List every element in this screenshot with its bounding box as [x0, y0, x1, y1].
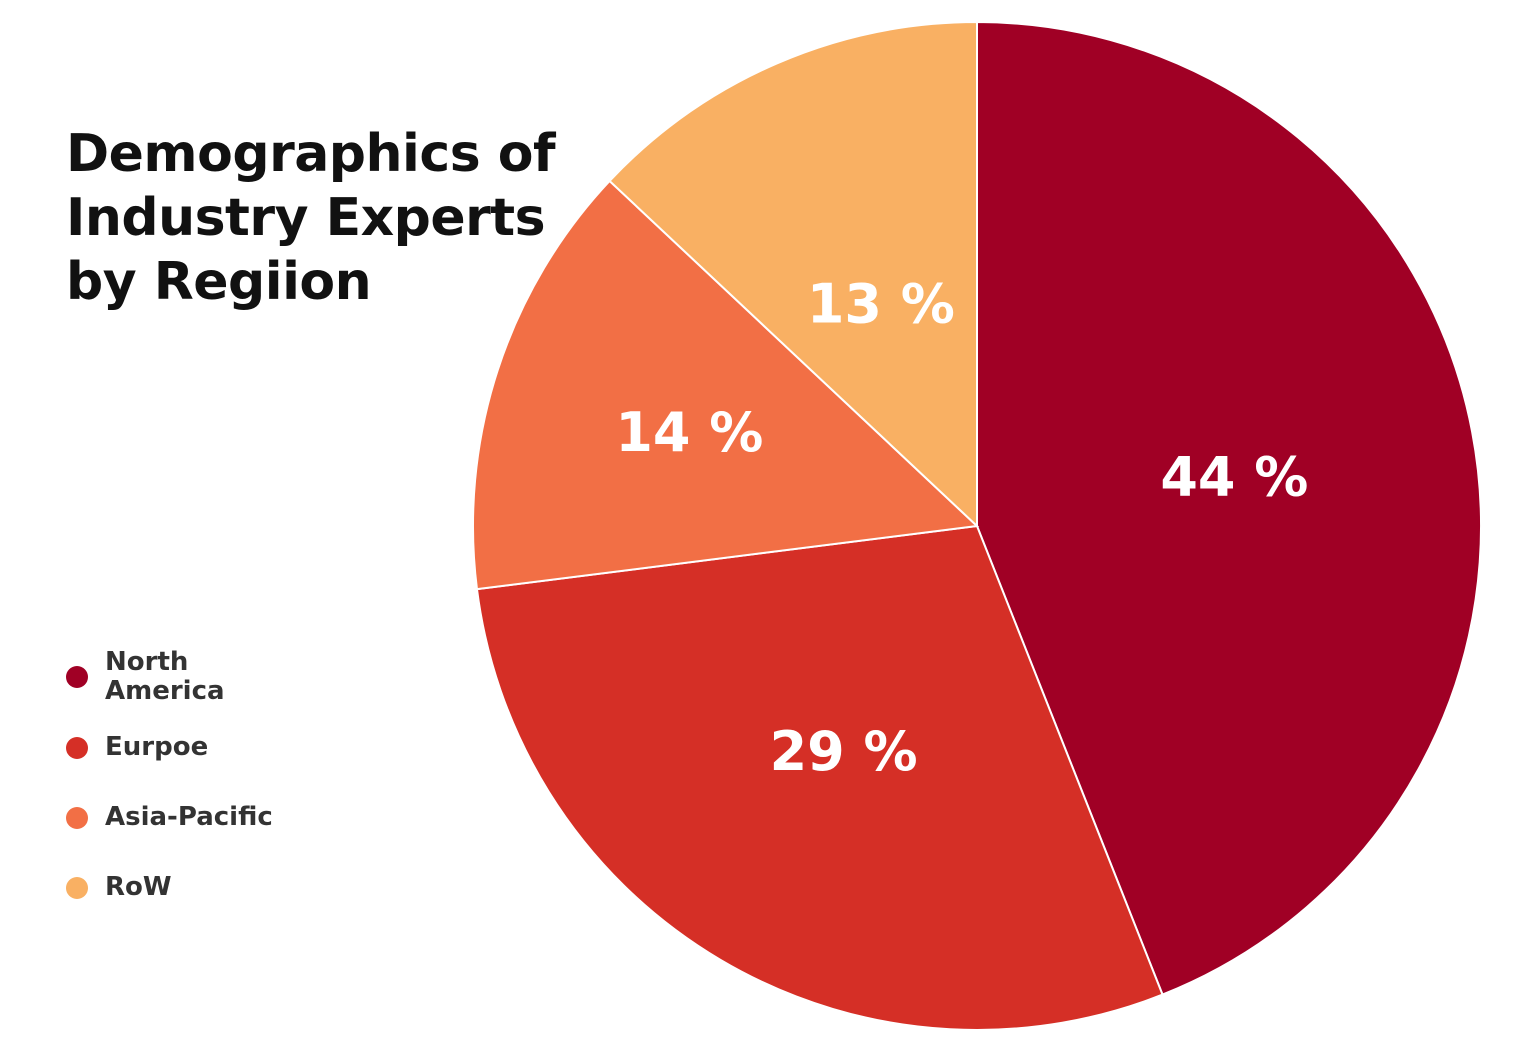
pie-slices: [472, 20, 1482, 1031]
legend-label-row: RoW: [105, 872, 172, 902]
pie-slice-eurpoe: [475, 524, 1164, 1031]
legend-label-europe: Eurpoe: [105, 732, 209, 762]
legend-label-asia-pacific: Asia-Pacific: [105, 802, 273, 832]
legend-dot-north-america: [66, 666, 88, 688]
pie-slice-labels: 44 % 29 % 14 % 13 %: [615, 273, 1308, 784]
chart-title-line-1: Demographics of: [66, 124, 556, 184]
pie-slice-row: [608, 20, 978, 529]
legend-item-north-america: North America: [66, 648, 255, 706]
legend-dot-row: [66, 876, 88, 899]
pie-slice-north-america: [976, 20, 1482, 996]
pie-slice-label-eurpoe: 29 %: [770, 720, 918, 783]
pie-slice-label-asia-pacific: 14 %: [615, 401, 763, 464]
chart-title-line-3: by Regiion: [66, 252, 372, 312]
legend-dot-asia-pacific: [66, 806, 88, 829]
legend-item-row: RoW: [66, 873, 365, 902]
pie-slice-label-row: 13 %: [807, 273, 955, 336]
legend-label-north-america: North America: [105, 647, 225, 706]
chart-title-line-2: Industry Experts: [66, 188, 546, 248]
pie-slice-asia-pacific: [472, 179, 980, 591]
legend-dot-europe: [66, 736, 88, 759]
chart-title: Demographics of Industry Experts by Regi…: [66, 122, 586, 314]
legend-item-asia-pacific: Asia-Pacific: [66, 803, 365, 832]
pie-slice-label-north-america: 44 %: [1160, 445, 1308, 508]
legend-item-europe: Eurpoe: [66, 733, 365, 762]
